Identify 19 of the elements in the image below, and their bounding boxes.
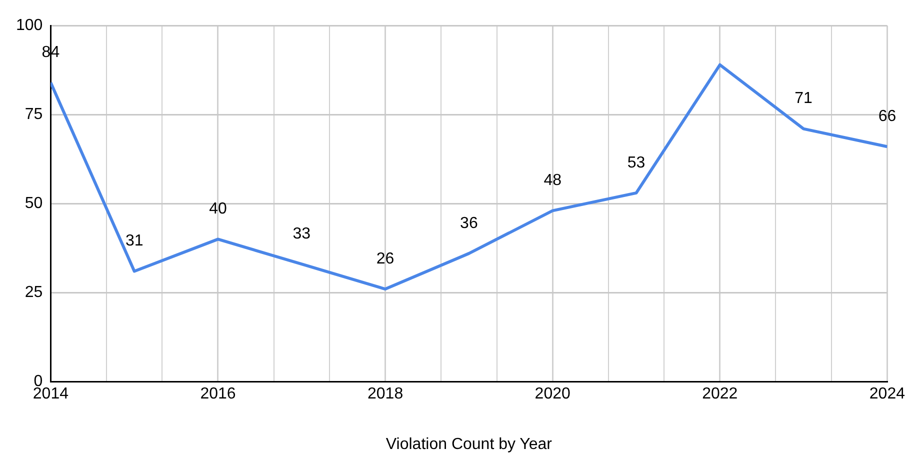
x-tick-label: 2024 — [869, 386, 906, 403]
x-axis-title: Violation Count by Year — [386, 436, 553, 453]
y-tick-label: 25 — [24, 284, 43, 302]
x-tick-label: 2020 — [534, 386, 570, 403]
y-tick-label: 100 — [16, 17, 43, 34]
data-label: 33 — [292, 226, 311, 243]
y-tick-label: 50 — [24, 195, 43, 212]
data-label: 26 — [376, 250, 394, 268]
data-label: 53 — [627, 154, 646, 172]
data-label: 40 — [209, 200, 227, 218]
x-tick-label: 2016 — [200, 386, 236, 403]
x-tick-label: 2018 — [368, 386, 404, 403]
y-tick-label: 75 — [24, 106, 43, 124]
data-label: 36 — [460, 214, 478, 232]
data-label: 31 — [125, 232, 144, 250]
x-tick-label: 2022 — [702, 386, 738, 403]
data-label: 66 — [878, 108, 896, 126]
data-label: 48 — [544, 172, 562, 190]
data-label: 71 — [794, 90, 813, 108]
